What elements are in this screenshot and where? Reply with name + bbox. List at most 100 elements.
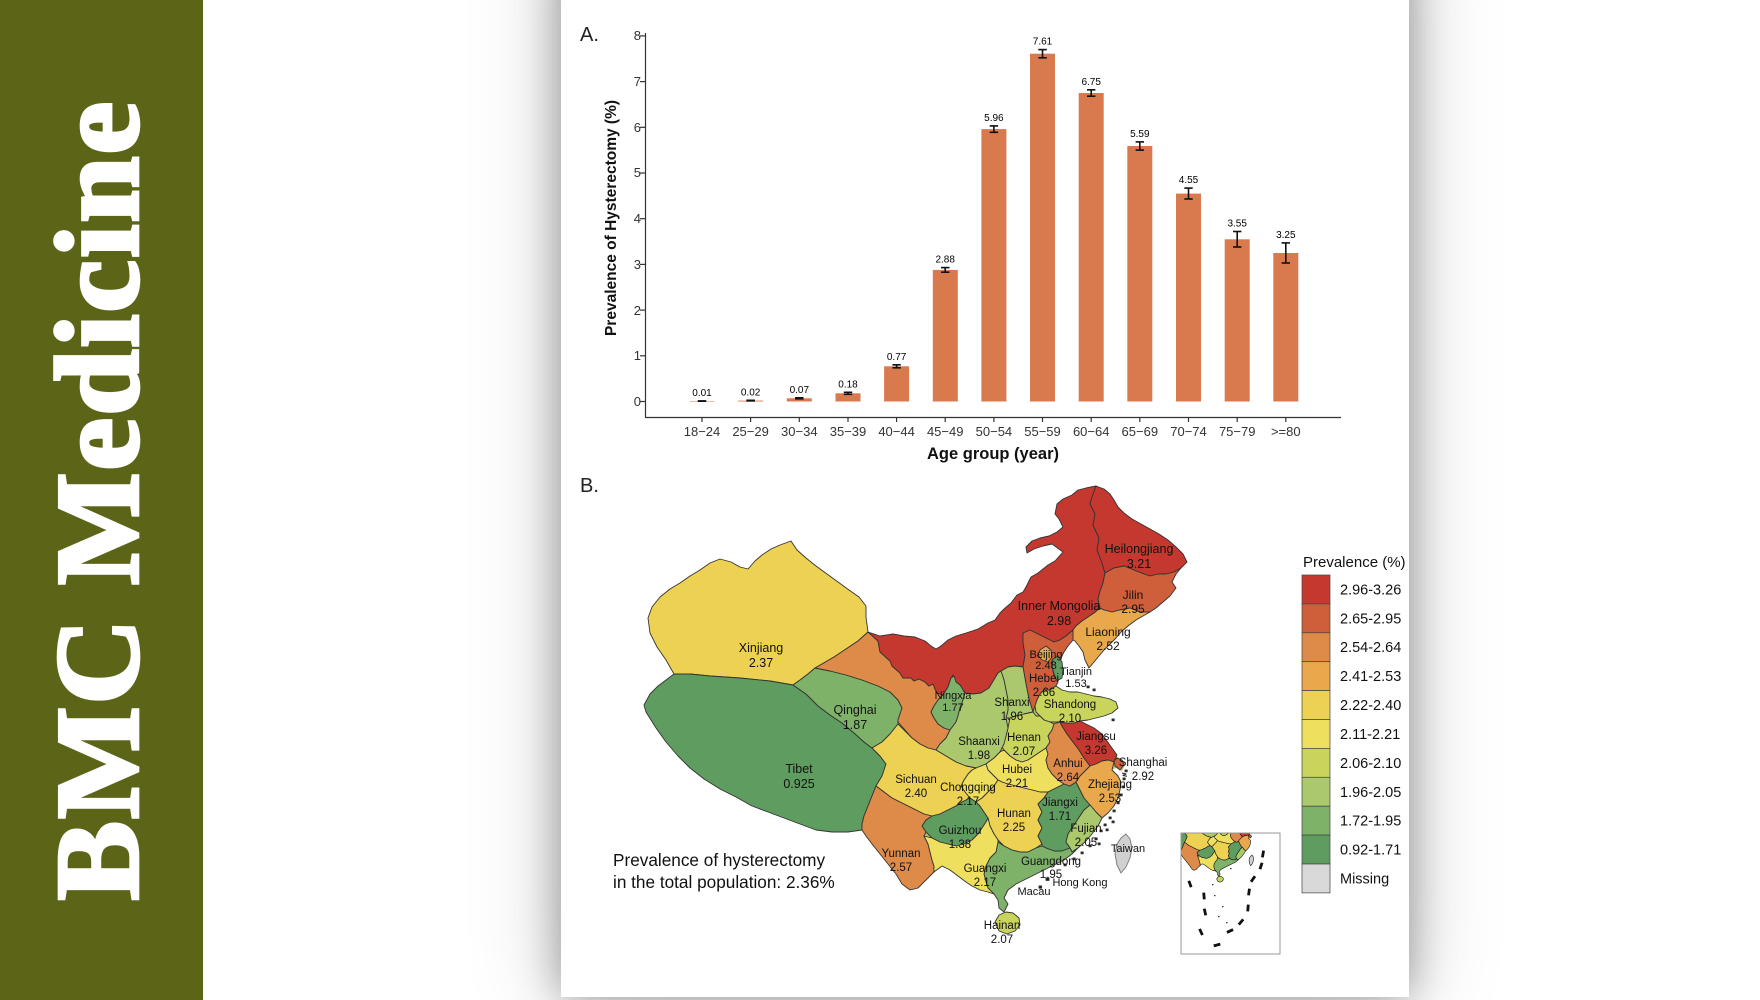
svg-text:Tianjin: Tianjin: [1060, 666, 1092, 678]
svg-text:2.07: 2.07: [991, 934, 1013, 946]
svg-text:Macau: Macau: [1017, 886, 1050, 898]
svg-text:2: 2: [634, 303, 641, 318]
svg-text:2.07: 2.07: [1013, 746, 1035, 758]
svg-text:1.98: 1.98: [968, 750, 990, 762]
svg-text:0.925: 0.925: [783, 777, 814, 791]
svg-text:1.77: 1.77: [942, 702, 963, 714]
svg-text:2.48: 2.48: [1035, 660, 1056, 672]
svg-text:Shanxi: Shanxi: [994, 697, 1029, 709]
svg-text:Taiwan: Taiwan: [1111, 843, 1145, 855]
svg-text:Hubei: Hubei: [1002, 764, 1032, 776]
svg-text:in the total population: 2.36%: in the total population: 2.36%: [613, 872, 835, 892]
svg-text:Xinjiang: Xinjiang: [739, 641, 784, 655]
svg-text:B.: B.: [580, 475, 599, 497]
svg-text:2.21: 2.21: [1006, 778, 1028, 790]
svg-text:Hebei: Hebei: [1029, 673, 1059, 685]
svg-text:0.02: 0.02: [741, 387, 761, 398]
svg-text:3.25: 3.25: [1276, 230, 1296, 241]
svg-text:Yunnan: Yunnan: [881, 848, 920, 860]
svg-text:2.98: 2.98: [1047, 614, 1071, 628]
svg-text:2.11-2.21: 2.11-2.21: [1340, 727, 1400, 743]
svg-text:2.95: 2.95: [1121, 602, 1145, 616]
svg-text:2.54-2.64: 2.54-2.64: [1340, 640, 1401, 656]
svg-text:2.37: 2.37: [749, 656, 773, 670]
svg-text:6.75: 6.75: [1081, 77, 1101, 88]
svg-text:2.65-2.95: 2.65-2.95: [1340, 611, 1401, 627]
svg-text:1.72-1.95: 1.72-1.95: [1340, 814, 1401, 830]
svg-text:2.40: 2.40: [905, 788, 927, 800]
svg-text:Shaanxi: Shaanxi: [958, 736, 1000, 748]
svg-text:Guangdong: Guangdong: [1021, 856, 1081, 868]
svg-text:2.17: 2.17: [974, 877, 996, 889]
svg-text:35−39: 35−39: [830, 424, 867, 439]
svg-text:2.96-3.26: 2.96-3.26: [1340, 583, 1401, 599]
svg-text:2.05: 2.05: [1075, 837, 1097, 849]
svg-text:Hong Kong: Hong Kong: [1052, 877, 1107, 889]
svg-text:1.96: 1.96: [1001, 711, 1023, 723]
svg-text:4.55: 4.55: [1179, 175, 1199, 186]
svg-text:Prevalence (%): Prevalence (%): [1303, 554, 1406, 571]
svg-text:Inner Mongolia: Inner Mongolia: [1018, 599, 1101, 613]
svg-text:2.22-2.40: 2.22-2.40: [1340, 698, 1401, 714]
svg-text:6: 6: [634, 120, 641, 135]
svg-text:A.: A.: [580, 24, 599, 46]
svg-text:0.07: 0.07: [790, 385, 810, 396]
svg-text:40−44: 40−44: [878, 424, 915, 439]
svg-text:60−64: 60−64: [1073, 424, 1110, 439]
svg-text:Shandong: Shandong: [1044, 699, 1096, 711]
svg-text:Beijing: Beijing: [1029, 649, 1062, 661]
svg-text:8: 8: [634, 28, 641, 43]
svg-text:Guangxi: Guangxi: [964, 863, 1007, 875]
svg-text:2.10: 2.10: [1059, 713, 1081, 725]
svg-text:3.21: 3.21: [1127, 557, 1151, 571]
svg-text:0: 0: [634, 394, 641, 409]
svg-text:Fujian: Fujian: [1070, 823, 1101, 835]
svg-text:2.92: 2.92: [1132, 771, 1154, 783]
svg-text:2.88: 2.88: [935, 255, 955, 266]
svg-text:Anhui: Anhui: [1053, 758, 1082, 770]
svg-text:65−69: 65−69: [1122, 424, 1159, 439]
svg-text:3.55: 3.55: [1227, 219, 1247, 230]
svg-text:Hunan: Hunan: [997, 808, 1031, 820]
svg-text:5: 5: [634, 165, 641, 180]
svg-text:Age group (year): Age group (year): [927, 445, 1059, 463]
svg-text:25−29: 25−29: [732, 424, 769, 439]
svg-text:70−74: 70−74: [1170, 424, 1207, 439]
svg-text:0.92-1.71: 0.92-1.71: [1340, 843, 1401, 859]
svg-text:5.96: 5.96: [984, 113, 1004, 124]
svg-text:2.06-2.10: 2.06-2.10: [1340, 756, 1401, 772]
svg-text:Hainan: Hainan: [984, 920, 1020, 932]
svg-text:2.25: 2.25: [1003, 822, 1025, 834]
svg-text:5.59: 5.59: [1130, 129, 1150, 140]
svg-text:>=80: >=80: [1271, 424, 1301, 439]
svg-text:1.96-2.05: 1.96-2.05: [1340, 785, 1401, 801]
svg-text:2.41-2.53: 2.41-2.53: [1340, 669, 1401, 685]
svg-text:Missing: Missing: [1340, 872, 1389, 888]
svg-text:2.53: 2.53: [1099, 793, 1121, 805]
svg-text:Prevalence of hysterectomy: Prevalence of hysterectomy: [613, 850, 825, 870]
svg-text:55−59: 55−59: [1024, 424, 1061, 439]
svg-text:Chongqing: Chongqing: [940, 782, 996, 794]
svg-text:Ningxia: Ningxia: [935, 690, 973, 702]
svg-text:3.26: 3.26: [1085, 745, 1107, 757]
svg-text:75−79: 75−79: [1219, 424, 1256, 439]
svg-text:0.18: 0.18: [838, 379, 858, 390]
svg-text:45−49: 45−49: [927, 424, 964, 439]
svg-text:1.38: 1.38: [949, 839, 971, 851]
svg-text:Heilongjiang: Heilongjiang: [1105, 542, 1174, 556]
svg-text:18−24: 18−24: [684, 424, 721, 439]
svg-text:1.71: 1.71: [1049, 811, 1071, 823]
svg-text:2.64: 2.64: [1057, 772, 1080, 784]
svg-text:Guizhou: Guizhou: [939, 825, 982, 837]
svg-text:Qinghai: Qinghai: [833, 703, 876, 717]
svg-text:Jiangsu: Jiangsu: [1076, 731, 1116, 743]
svg-text:1: 1: [634, 348, 641, 363]
svg-text:Henan: Henan: [1007, 732, 1041, 744]
svg-text:7.61: 7.61: [1033, 37, 1053, 48]
svg-text:1.95: 1.95: [1040, 869, 1062, 881]
svg-text:4: 4: [634, 211, 641, 226]
svg-text:1.87: 1.87: [843, 718, 867, 732]
svg-text:Tibet: Tibet: [785, 762, 813, 776]
svg-text:3: 3: [634, 257, 641, 272]
svg-text:Jiangxi: Jiangxi: [1042, 797, 1078, 809]
